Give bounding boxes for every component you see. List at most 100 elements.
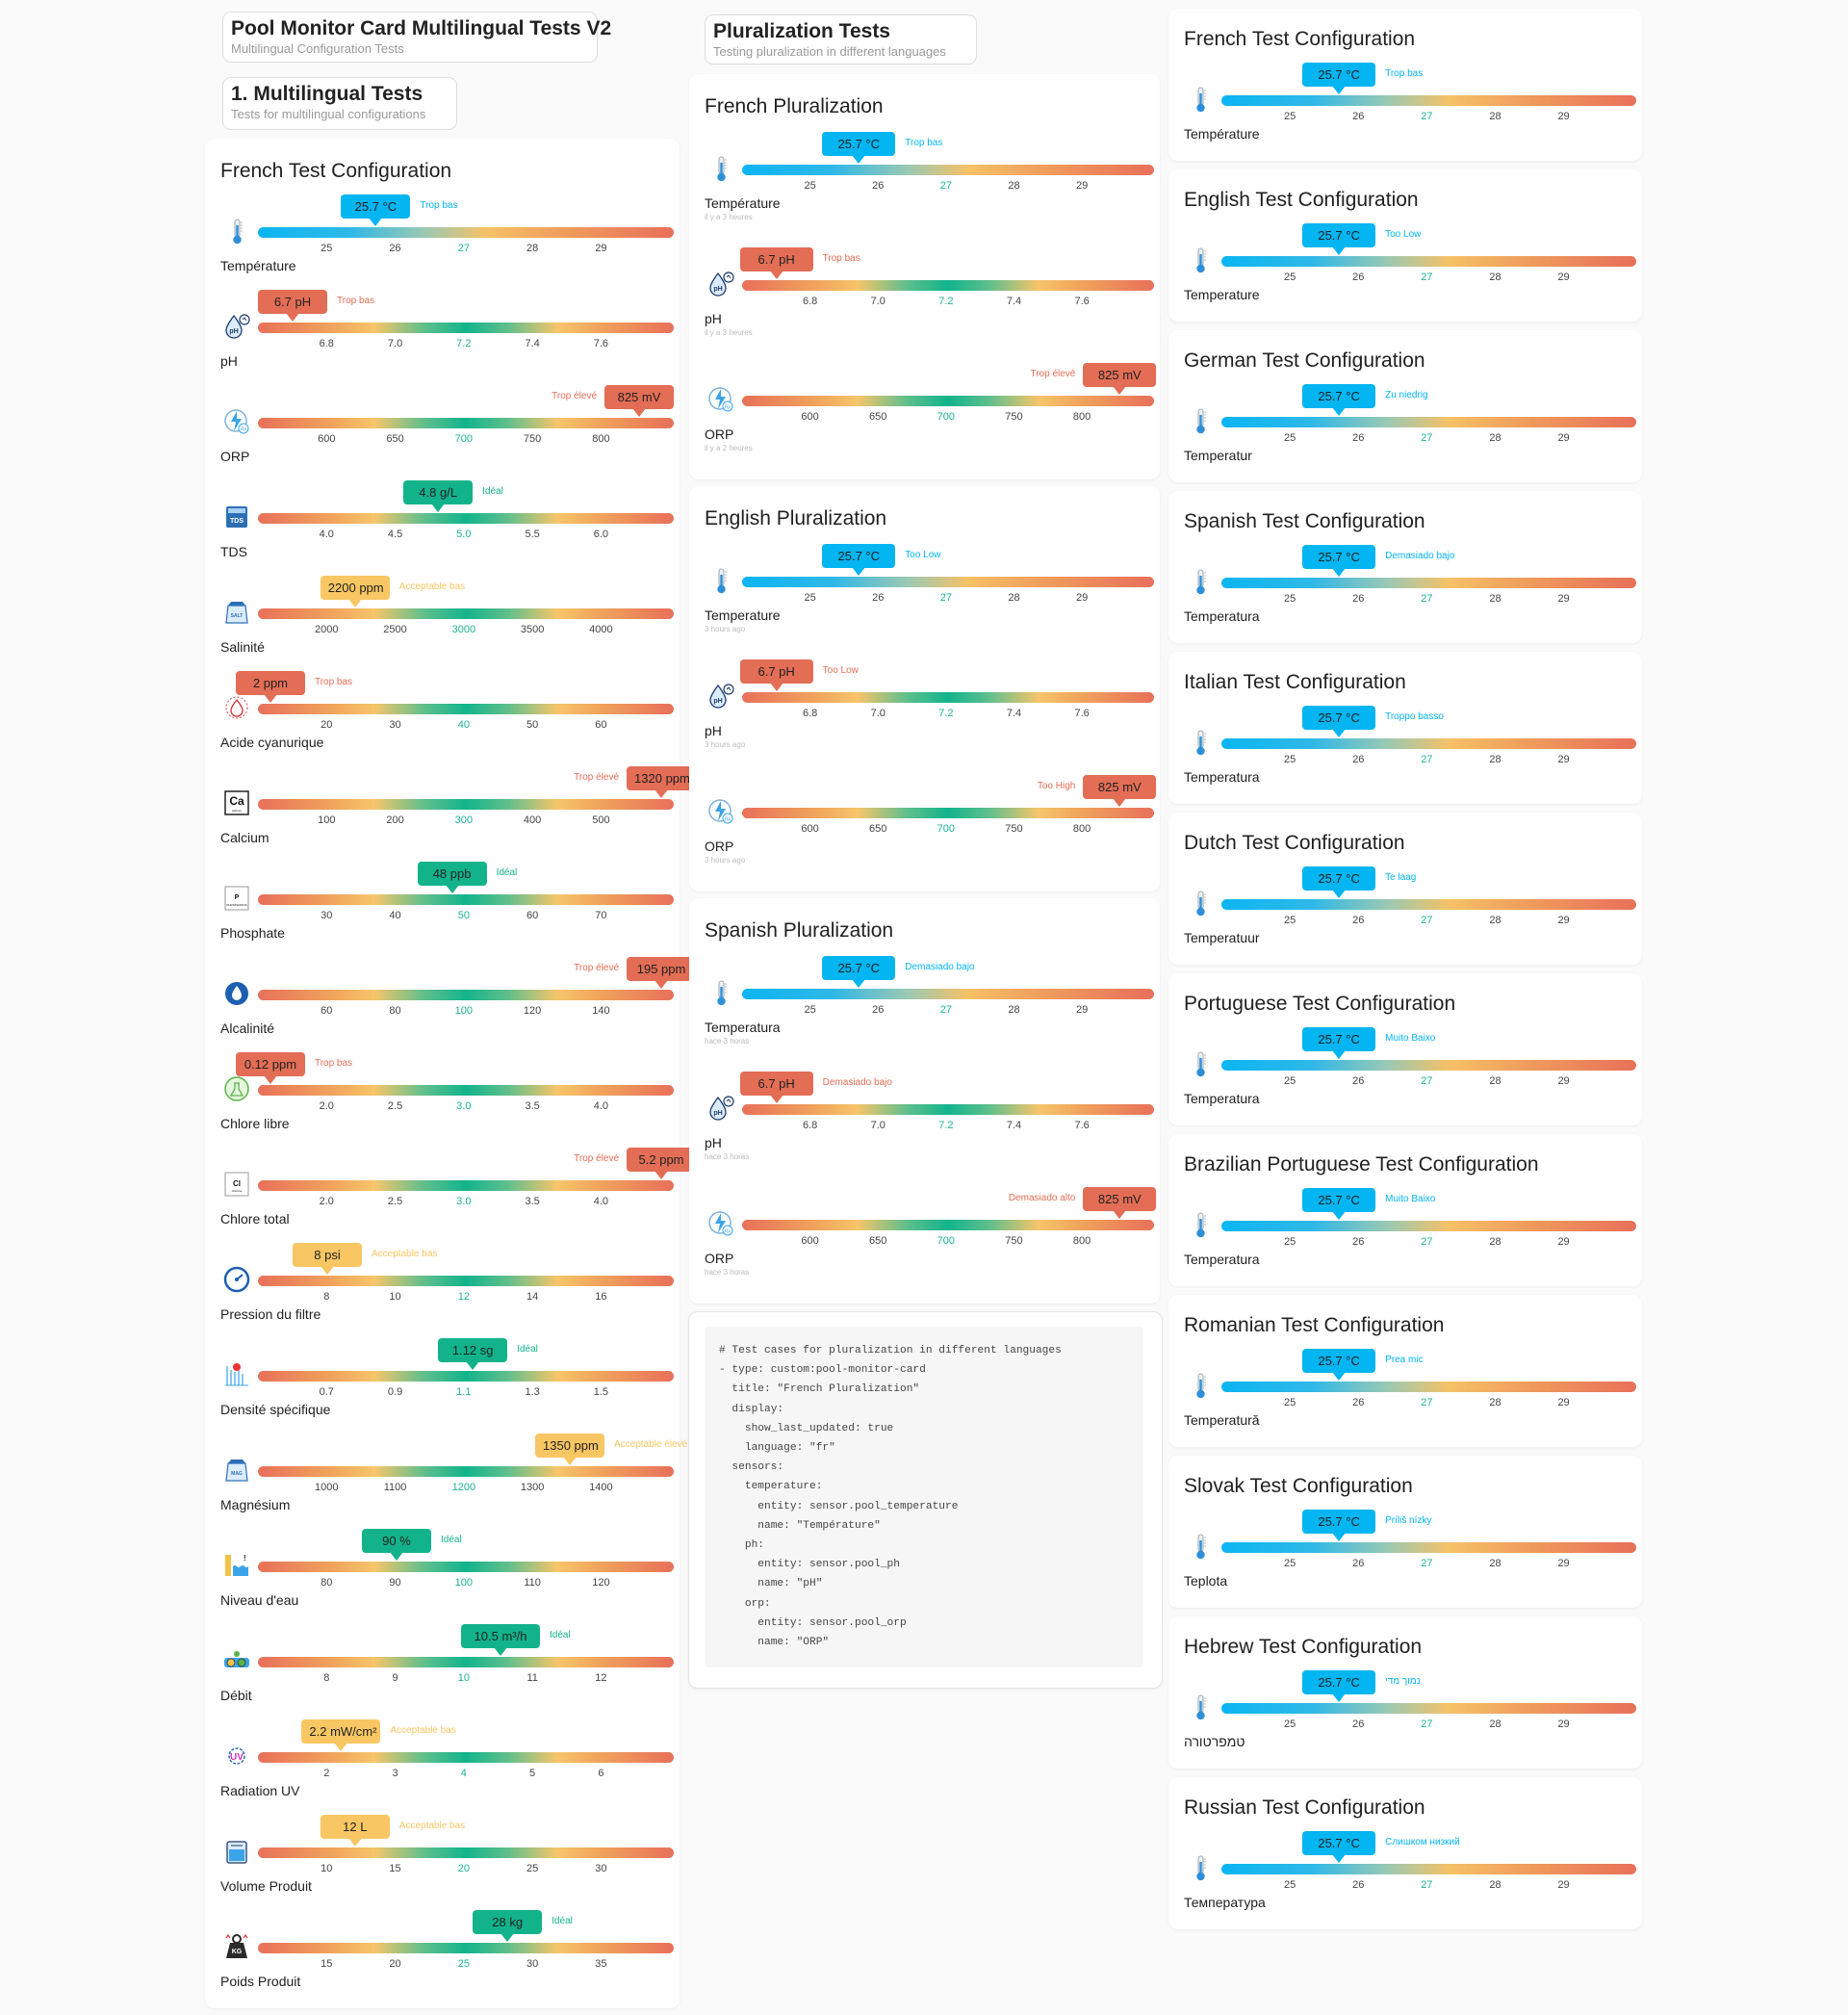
gauge-tick-label: 700 (454, 433, 474, 445)
gauge-tick-label: 60 (595, 719, 607, 731)
gauge-ticks: 600 650 700 750 800 (742, 823, 1154, 837)
orp-lightning-icon: Rx (706, 1209, 735, 1238)
sensor-name: Temperatura (1184, 608, 1260, 624)
gauge-bar (1221, 256, 1636, 267)
gauge-tick-label: 26 (1352, 1879, 1365, 1891)
gauge-bar (1221, 1703, 1636, 1714)
gauge-tick-label: 7.6 (1074, 1120, 1090, 1131)
status-text: Trop élevé (574, 963, 620, 973)
sensor-name: Poids Produit (220, 1974, 301, 1989)
gauge-tick-label: 26 (1352, 754, 1365, 765)
status-text: Trop bas (1385, 68, 1424, 79)
gauge-ticks: 100 200 300 400 500 (258, 814, 674, 828)
gauge-tick-label: 27 (1421, 593, 1433, 605)
page-title: Pool Monitor Card Multilingual Tests V2 (231, 17, 612, 39)
gauge-tick-label: 7.0 (870, 1120, 886, 1131)
sensor-name: Magnésium (220, 1497, 291, 1512)
gauge-tick-label: 140 (592, 1005, 610, 1017)
sensor-name: pH (705, 723, 722, 738)
gauge-ticks: 6.8 7.0 7.2 7.4 7.6 (742, 296, 1154, 309)
gauge-ticks: 15 20 25 30 35 (258, 1958, 674, 1972)
gauge-tick-label: 28 (1489, 432, 1502, 444)
status-text: Acceptable bas (390, 1725, 456, 1736)
thermometer-icon (1186, 85, 1215, 114)
value-bubble: 6.7 pH (739, 1072, 813, 1103)
sensor-name: Calcium (220, 830, 270, 845)
card-title: French Test Configuration (1184, 28, 1416, 50)
svg-text:PHOSPHORUS: PHOSPHORUS (226, 903, 246, 907)
gauge-tick-label: 12 (595, 1672, 607, 1684)
svg-text:chlorine: chlorine (232, 1189, 243, 1193)
gauge-tick-label: 30 (321, 910, 333, 921)
gauge-tick-label: 26 (872, 592, 885, 604)
svg-text:KG: KG (232, 1949, 243, 1955)
value-bubble: 1320 ppm (627, 766, 697, 798)
gauge-tick-label: 11 (526, 1672, 538, 1684)
value-bubble: 6.7 pH (739, 247, 813, 279)
gauge-tick-label: 700 (937, 823, 956, 835)
gauge-ticks: 25 26 27 28 29 (258, 243, 674, 256)
gauge-tick-label: 6.8 (802, 1120, 818, 1131)
gauge-tick-label: 26 (1352, 1397, 1365, 1408)
tds-meter-icon: TDS (222, 503, 251, 531)
yaml-code-block: # Test cases for pluralization in differ… (705, 1327, 1143, 1667)
gauge-tick-label: 120 (592, 1577, 610, 1589)
value-bubble: 825 mV (1083, 363, 1157, 395)
gauge-tick-label: 28 (1489, 111, 1502, 122)
gauge-tick-label: 750 (1005, 823, 1023, 835)
gauge-tick-label: 4.0 (593, 1196, 609, 1207)
gauge-tick-label: 27 (1421, 271, 1433, 283)
value-bubble: 25.7 °C (822, 544, 896, 576)
pluralization-title: Pluralization Tests (713, 20, 890, 42)
orp-lightning-icon: Rx (706, 385, 735, 414)
thermometer-icon (706, 978, 735, 1007)
gauge-tick-label: 7.4 (1006, 1120, 1022, 1131)
gauge-ticks: 600 650 700 750 800 (742, 411, 1154, 425)
card-title: Dutch Test Configuration (1184, 832, 1405, 854)
svg-text:Rx: Rx (725, 405, 732, 411)
status-text: Too Low (822, 665, 859, 676)
alkalinity-drop-icon (222, 979, 251, 1008)
card-title: French Test Configuration (220, 160, 452, 182)
gauge-tick-label: 7.0 (387, 338, 403, 349)
gauge-ticks: 2000 2500 3000 3500 4000 (258, 624, 674, 637)
status-text: Acceptable bas (372, 1249, 438, 1259)
gauge-tick-label: 600 (801, 411, 819, 423)
gauge-ticks: 25 26 27 28 29 (1221, 1236, 1636, 1250)
gauge-tick-label: 2.0 (319, 1100, 334, 1112)
gauge-tick-label: 27 (1421, 1879, 1433, 1891)
gauge-tick-label: 1.1 (456, 1386, 472, 1398)
gauge-tick-label: 25 (1283, 111, 1296, 122)
gauge-ticks: 6.8 7.0 7.2 7.4 7.6 (258, 338, 674, 351)
gauge-tick-label: 25 (1283, 271, 1296, 283)
gauge-bar (742, 1104, 1154, 1115)
gauge-bar (258, 1180, 674, 1191)
gauge-tick-label: 25 (526, 1863, 539, 1874)
sensor-name: Radiation UV (220, 1783, 300, 1798)
gauge-tick-label: 7.0 (870, 296, 886, 307)
status-text: נמוך מדי (1385, 1676, 1421, 1687)
thermometer-icon (1186, 1853, 1215, 1882)
page-subtitle: Multilingual Configuration Tests (231, 41, 404, 56)
svg-text:UV: UV (230, 1752, 244, 1763)
gauge-tick-label: 7.2 (938, 296, 954, 307)
gauge-ticks: 25 26 27 28 29 (742, 1004, 1154, 1018)
value-bubble: 25.7 °C (1302, 1188, 1376, 1220)
gauge-tick-label: 6.8 (802, 708, 818, 719)
thermometer-icon (1186, 728, 1215, 757)
gauge-tick-label: 25 (1283, 593, 1296, 605)
language-test-card: Hebrew Test Configuration 25 26 27 28 29 25.7 … (1168, 1616, 1642, 1769)
gauge-bar (258, 1752, 674, 1763)
gauge-tick-label: 4.5 (387, 529, 403, 540)
gauge-ticks: 25 26 27 28 29 (742, 180, 1154, 194)
thermometer-icon (1186, 406, 1215, 435)
sensor-name: Temperatura (1184, 1091, 1260, 1106)
value-bubble: 825 mV (604, 385, 674, 417)
svg-text:Cl: Cl (233, 1179, 241, 1188)
gauge-tick-label: 10 (457, 1672, 470, 1684)
gauge-tick-label: 28 (1008, 1004, 1020, 1016)
gauge-tick-label: 6.8 (802, 296, 818, 307)
status-text: Too High (1037, 781, 1076, 791)
gauge-tick-label: 26 (1352, 1236, 1365, 1248)
gauge-tick-label: 2.0 (319, 1196, 334, 1207)
